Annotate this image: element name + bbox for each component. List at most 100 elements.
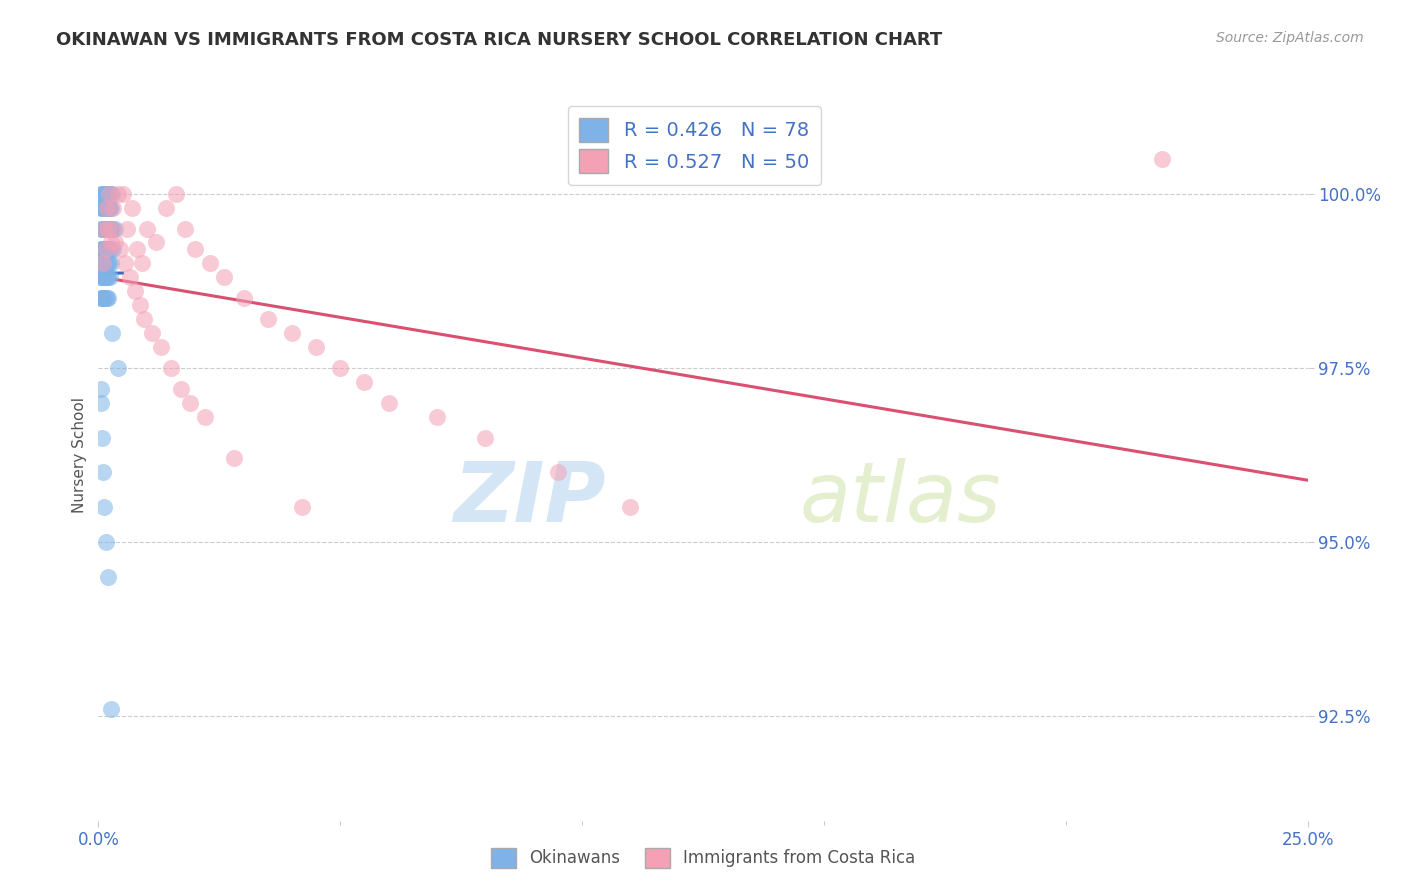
Point — [281, 326, 304, 340]
Point — [619, 500, 641, 515]
Point — [179, 395, 201, 409]
Point — [91, 466, 114, 480]
Point — [90, 256, 112, 270]
Point — [194, 409, 217, 424]
Point — [91, 256, 114, 270]
Point — [100, 702, 122, 716]
Point — [94, 535, 117, 549]
Point — [93, 256, 115, 270]
Point — [198, 256, 221, 270]
Point — [91, 186, 114, 201]
Point — [124, 284, 146, 298]
Point — [98, 186, 121, 201]
Point — [232, 291, 254, 305]
Point — [93, 201, 115, 215]
Point — [91, 221, 114, 235]
Point — [150, 340, 173, 354]
Point — [127, 243, 149, 257]
Text: ZIP: ZIP — [454, 458, 606, 540]
Point — [93, 186, 115, 201]
Point — [91, 256, 114, 270]
Point — [104, 235, 127, 250]
Point — [165, 186, 187, 201]
Point — [353, 375, 375, 389]
Point — [474, 430, 496, 444]
Point — [97, 201, 120, 215]
Point — [305, 340, 328, 354]
Point — [90, 201, 112, 215]
Point — [256, 312, 278, 326]
Point — [97, 221, 120, 235]
Point — [96, 291, 118, 305]
Point — [91, 221, 114, 235]
Point — [111, 186, 134, 201]
Point — [94, 256, 117, 270]
Point — [96, 186, 118, 201]
Point — [90, 243, 112, 257]
Point — [90, 221, 112, 235]
Point — [96, 256, 118, 270]
Point — [93, 500, 115, 515]
Point — [91, 291, 114, 305]
Point — [135, 221, 157, 235]
Point — [93, 243, 115, 257]
Point — [96, 201, 118, 215]
Point — [90, 186, 112, 201]
Point — [222, 451, 245, 466]
Point — [93, 291, 115, 305]
Point — [101, 243, 124, 257]
Point — [96, 243, 118, 257]
Point — [91, 256, 114, 270]
Point — [329, 360, 352, 375]
Point — [97, 570, 120, 584]
Point — [90, 256, 112, 270]
Point — [101, 186, 124, 201]
Point — [98, 221, 121, 235]
Point — [118, 270, 141, 285]
Point — [100, 256, 122, 270]
Point — [100, 186, 122, 201]
Y-axis label: Nursery School: Nursery School — [72, 397, 87, 513]
Point — [93, 243, 115, 257]
Point — [97, 201, 120, 215]
Point — [90, 291, 112, 305]
Point — [91, 243, 114, 257]
Point — [134, 312, 156, 326]
Point — [169, 382, 191, 396]
Point — [117, 221, 139, 235]
Point — [90, 243, 112, 257]
Point — [141, 326, 163, 340]
Point — [108, 243, 131, 257]
Point — [114, 256, 136, 270]
Point — [94, 243, 117, 257]
Point — [90, 270, 112, 285]
Point — [94, 221, 117, 235]
Point — [101, 201, 124, 215]
Point — [184, 243, 207, 257]
Point — [107, 360, 129, 375]
Point — [107, 186, 129, 201]
Point — [100, 201, 122, 215]
Point — [90, 291, 112, 305]
Point — [101, 221, 124, 235]
Point — [121, 201, 143, 215]
Point — [100, 221, 122, 235]
Point — [98, 270, 121, 285]
Point — [96, 201, 118, 215]
Point — [97, 270, 120, 285]
Point — [212, 270, 235, 285]
Point — [155, 201, 177, 215]
Point — [91, 186, 114, 201]
Point — [97, 186, 120, 201]
Point — [94, 270, 117, 285]
Point — [1152, 152, 1174, 166]
Text: OKINAWAN VS IMMIGRANTS FROM COSTA RICA NURSERY SCHOOL CORRELATION CHART: OKINAWAN VS IMMIGRANTS FROM COSTA RICA N… — [56, 31, 942, 49]
Point — [377, 395, 399, 409]
Point — [90, 382, 112, 396]
Text: Source: ZipAtlas.com: Source: ZipAtlas.com — [1216, 31, 1364, 45]
Point — [90, 395, 112, 409]
Point — [98, 256, 121, 270]
Point — [97, 221, 120, 235]
Legend: Okinawans, Immigrants from Costa Rica: Okinawans, Immigrants from Costa Rica — [484, 841, 922, 875]
Point — [547, 466, 569, 480]
